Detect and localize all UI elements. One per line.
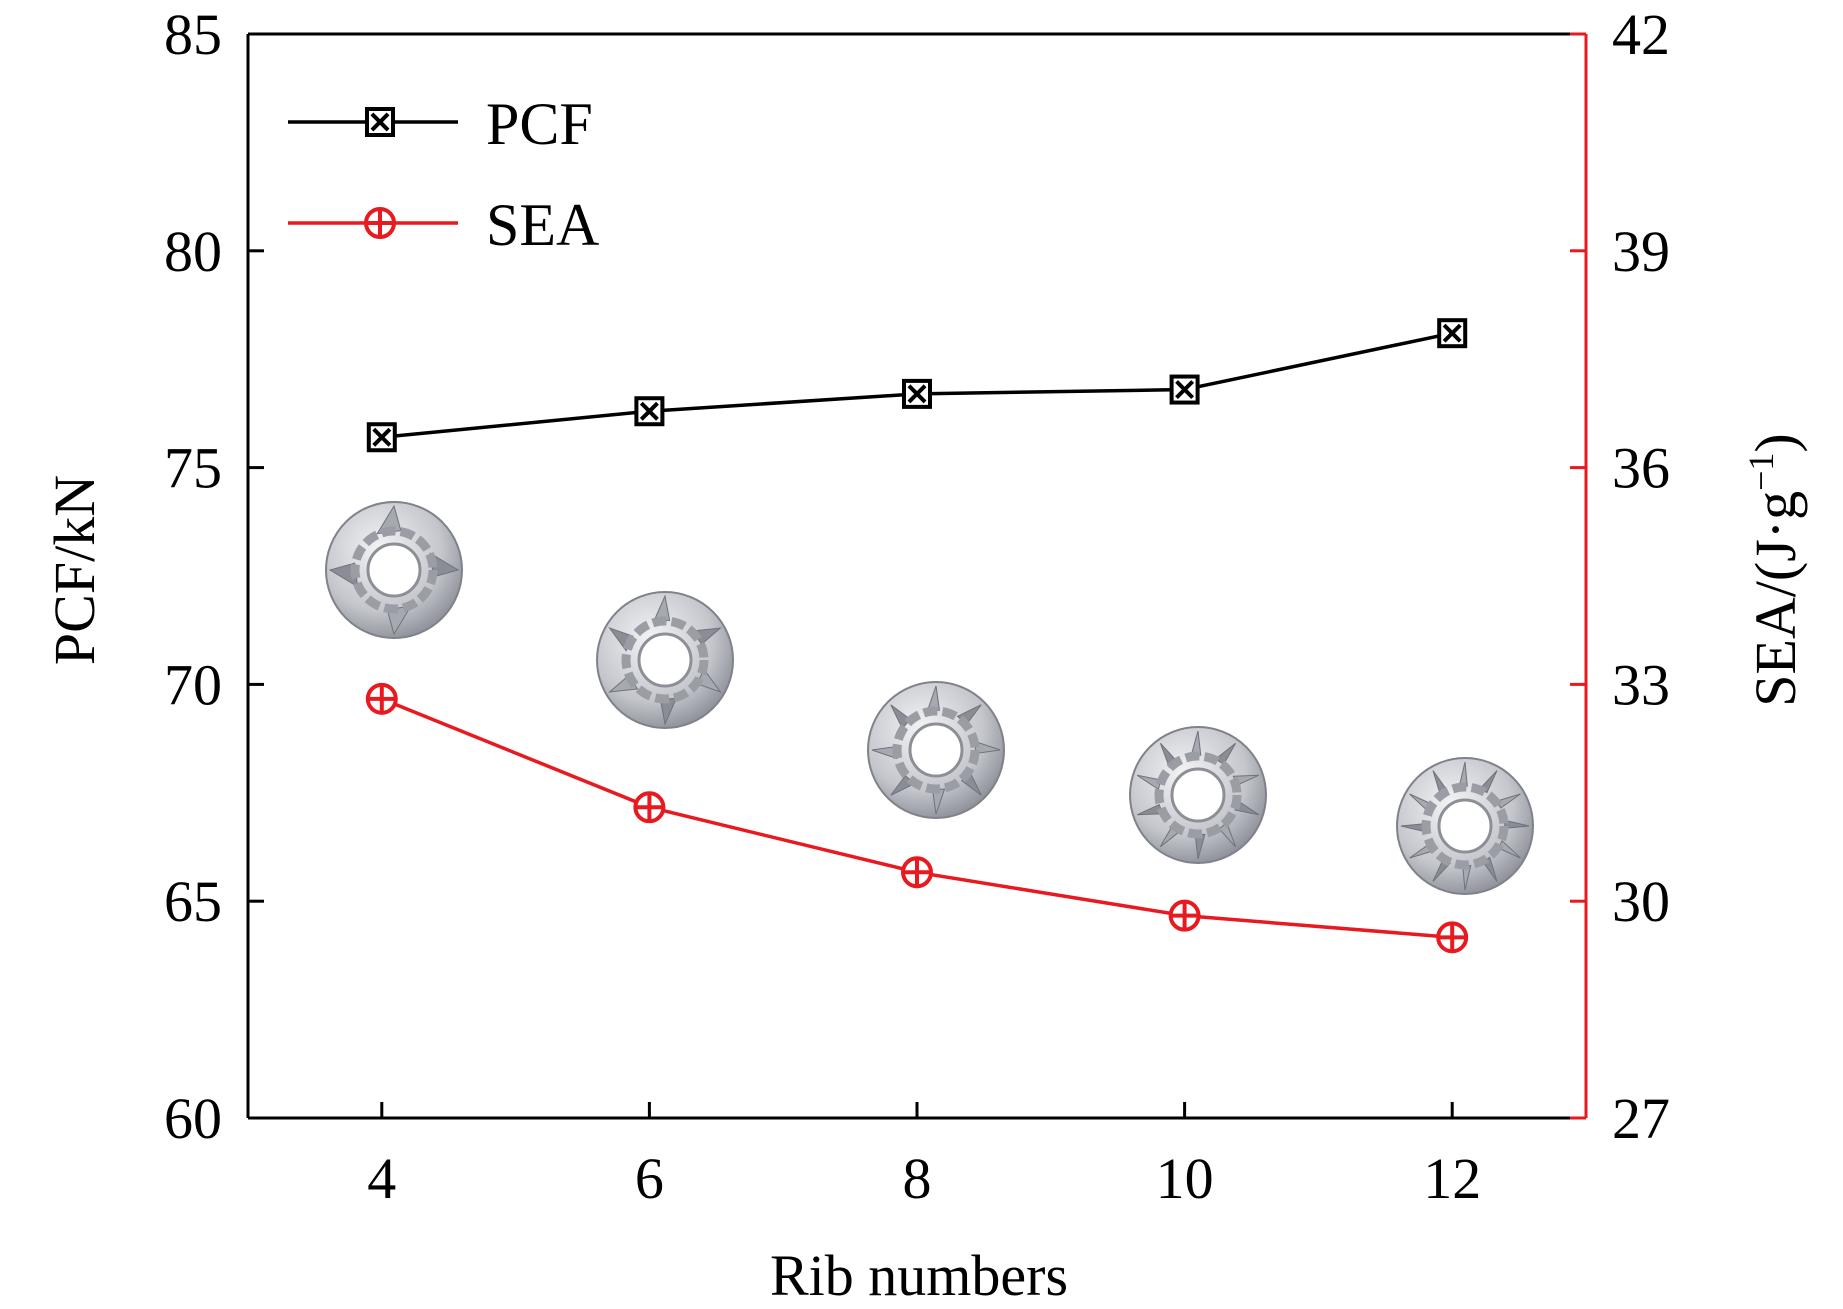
y-tick-label-left: 65 bbox=[164, 869, 222, 934]
x-tick-label: 12 bbox=[1423, 1146, 1481, 1211]
point-pcf-4 bbox=[366, 422, 397, 453]
y-tick-label-right: 36 bbox=[1612, 436, 1670, 501]
point-pcf-8 bbox=[902, 378, 932, 409]
point-sea-8 bbox=[901, 856, 933, 889]
y-tick-label-right: 30 bbox=[1612, 869, 1670, 934]
y-axis-label-right-sup: −1 bbox=[1741, 453, 1781, 491]
point-sea-12 bbox=[1436, 921, 1469, 954]
legend-label-sea: SEA bbox=[486, 192, 599, 258]
y-tick-label-left: 85 bbox=[164, 2, 222, 67]
y-tick-label-left: 80 bbox=[164, 219, 222, 284]
y-axis-label-right-main: SEA/(J·g bbox=[1743, 491, 1808, 707]
point-sea-4 bbox=[365, 682, 398, 715]
x-tick-label: 6 bbox=[635, 1146, 664, 1211]
series-layer bbox=[365, 318, 1469, 954]
point-pcf-10 bbox=[1169, 374, 1200, 405]
cross-section-4-ribs bbox=[325, 501, 463, 639]
y-tick-label-right: 33 bbox=[1612, 652, 1670, 717]
x-axis-label: Rib numbers bbox=[770, 1243, 1068, 1308]
point-pcf-6 bbox=[634, 396, 665, 427]
y-tick-label-right: 39 bbox=[1612, 219, 1670, 284]
rib-cross-section-insets bbox=[325, 501, 1534, 895]
cross-section-12-ribs bbox=[1396, 757, 1534, 895]
y-axis-label-right: SEA/(J·g−1) bbox=[1741, 433, 1808, 707]
legend: PCF SEA bbox=[288, 91, 599, 258]
y-tick-label-left: 70 bbox=[164, 652, 222, 717]
y-tick-label-left: 60 bbox=[164, 1086, 222, 1151]
cross-section-8-ribs bbox=[867, 681, 1005, 819]
point-sea-10 bbox=[1168, 899, 1201, 932]
cross-section-6-ribs bbox=[596, 591, 734, 729]
y-axis-label-left: PCF/kN bbox=[42, 475, 107, 665]
legend-marker-pcf bbox=[365, 107, 395, 137]
y-tick-label-left: 75 bbox=[164, 436, 222, 501]
point-sea-6 bbox=[633, 791, 666, 824]
legend-label-pcf: PCF bbox=[486, 91, 593, 157]
x-tick-label: 4 bbox=[367, 1146, 396, 1211]
y-tick-label-right: 42 bbox=[1612, 2, 1670, 67]
point-pcf-12 bbox=[1437, 318, 1468, 349]
y-axis-label-right-close: ) bbox=[1743, 433, 1808, 452]
x-tick-label: 8 bbox=[903, 1146, 932, 1211]
y-tick-label-right: 27 bbox=[1612, 1086, 1670, 1151]
cross-section-10-ribs bbox=[1129, 726, 1267, 864]
x-tick-label: 10 bbox=[1156, 1146, 1214, 1211]
axes: 4 6 8 10 12 60 65 70 75 80 85 27 30 33 36 39 42 bbox=[164, 2, 1670, 1211]
legend-marker-sea bbox=[364, 207, 396, 239]
